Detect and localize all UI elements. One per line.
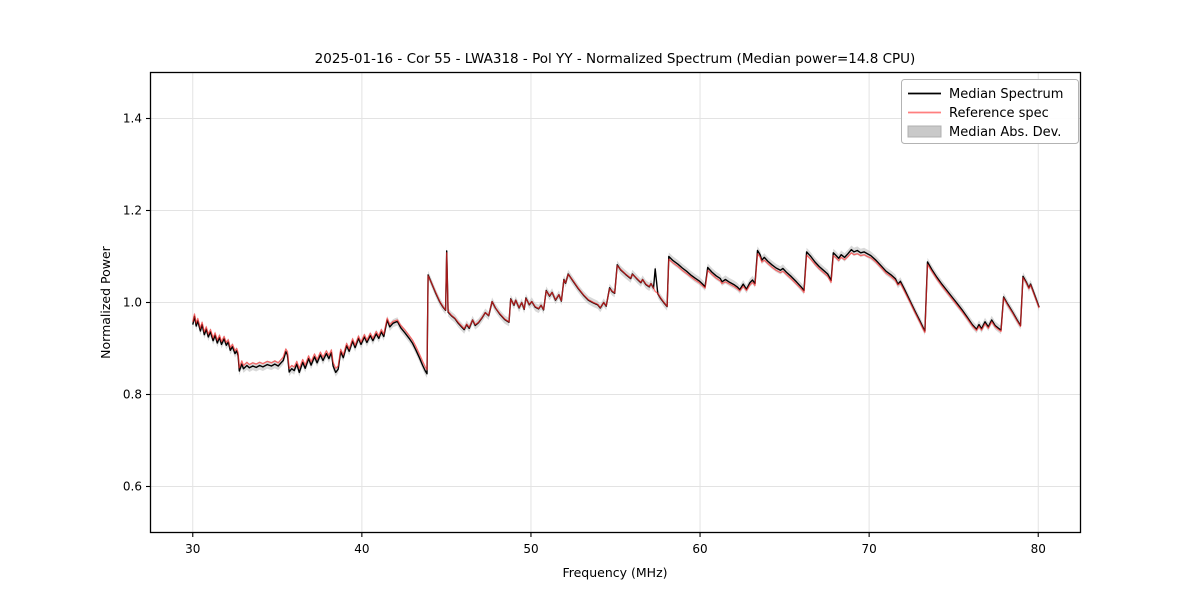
x-tick-label: 40 [354,542,369,556]
legend-label-reference-spec: Reference spec [949,106,1049,121]
x-tick-label: 60 [692,542,707,556]
legend-label-median-spectrum: Median Spectrum [949,87,1063,102]
x-tick-label: 50 [523,542,538,556]
y-tick-label: 1.2 [123,204,142,218]
y-tick-label: 1.4 [123,112,142,126]
x-tick-label: 30 [185,542,200,556]
y-tick-label: 0.8 [123,388,142,402]
reference-spec-line [192,252,1040,371]
x-tick-label: 70 [861,542,876,556]
legend: Median Spectrum Reference spec Median Ab… [901,79,1079,144]
chart-title: 2025-01-16 - Cor 55 - LWA318 - Pol YY - … [315,51,916,67]
mad-band [192,245,1040,378]
legend-box [901,79,1079,144]
x-axis-label: Frequency (MHz) [562,565,667,580]
legend-swatch-mad-patch [907,125,942,138]
x-tick-label: 80 [1031,542,1046,556]
legend-label-median-abs-dev: Median Abs. Dev. [949,125,1061,140]
y-tick-label: 1.0 [123,296,142,310]
y-axis-label: Normalized Power [98,245,113,359]
y-tick-label: 0.6 [123,480,142,494]
